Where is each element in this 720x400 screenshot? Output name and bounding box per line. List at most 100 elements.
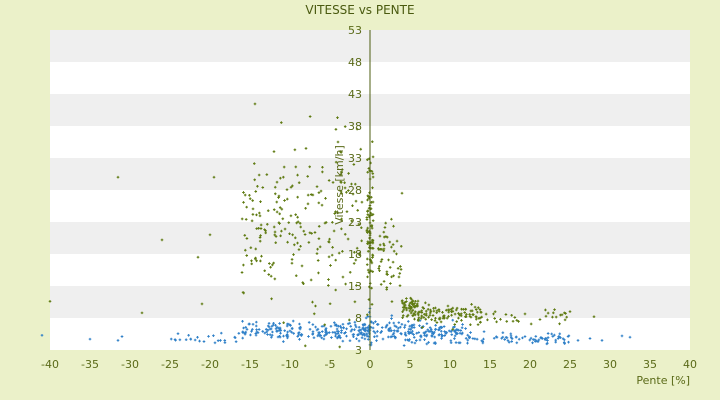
green-point — [287, 221, 291, 224]
blue-point — [289, 324, 292, 327]
green-point — [306, 202, 310, 206]
blue-point — [353, 328, 356, 331]
blue-point — [425, 322, 429, 325]
green-point — [366, 231, 369, 234]
green-point — [387, 258, 390, 262]
green-point — [333, 212, 337, 215]
green-point — [563, 311, 566, 315]
green-point — [294, 213, 297, 216]
blue-point — [567, 334, 571, 338]
blue-point — [276, 335, 280, 339]
green-point — [283, 227, 287, 231]
green-point — [382, 280, 386, 283]
blue-point — [286, 330, 289, 334]
green-point — [405, 297, 408, 300]
blue-point — [216, 339, 220, 342]
blue-point — [545, 342, 549, 346]
blue-point — [350, 328, 354, 331]
green-point — [455, 306, 459, 310]
blue-point — [354, 325, 358, 329]
green-point — [458, 313, 461, 317]
blue-point — [336, 336, 340, 339]
green-point — [266, 209, 270, 213]
green-point — [370, 261, 374, 265]
blue-point — [311, 323, 315, 326]
green-point — [294, 165, 298, 169]
blue-point — [466, 333, 470, 337]
green-point — [290, 261, 294, 265]
blue-point — [275, 329, 278, 333]
green-point — [405, 315, 409, 318]
green-point — [417, 316, 421, 320]
blue-point — [392, 321, 396, 325]
green-point — [355, 127, 359, 131]
y-tick-label: 48 — [348, 56, 362, 69]
green-point — [272, 150, 276, 153]
blue-point — [456, 332, 459, 335]
green-point — [396, 267, 400, 270]
blue-point — [390, 317, 393, 320]
blue-point — [335, 324, 339, 328]
blue-point — [438, 328, 441, 331]
green-point — [352, 163, 356, 166]
blue-point — [528, 338, 532, 342]
green-point — [310, 232, 313, 235]
green-point — [240, 217, 244, 221]
blue-point — [546, 336, 550, 339]
green-point — [345, 210, 349, 213]
green-point — [334, 210, 337, 213]
blue-point — [534, 335, 538, 338]
blue-point — [372, 330, 376, 333]
green-point — [245, 237, 249, 240]
green-point — [377, 247, 380, 250]
green-point — [273, 230, 277, 234]
green-point — [463, 311, 467, 314]
blue-point — [266, 328, 270, 332]
blue-point — [358, 331, 362, 335]
blue-point — [426, 328, 430, 332]
blue-point — [373, 331, 377, 335]
blue-point — [278, 322, 281, 325]
blue-point — [321, 330, 324, 333]
blue-point — [494, 335, 498, 339]
green-point — [484, 312, 488, 316]
green-point — [279, 176, 282, 180]
blue-point — [404, 333, 407, 336]
green-point — [402, 302, 406, 305]
green-point — [296, 173, 299, 177]
blue-point — [290, 330, 293, 334]
green-point — [357, 222, 361, 226]
green-point — [499, 318, 502, 321]
green-point — [269, 274, 273, 278]
green-point — [412, 312, 416, 315]
blue-point — [364, 316, 368, 320]
green-point — [251, 213, 255, 216]
green-point — [311, 300, 314, 304]
blue-point — [521, 336, 524, 340]
chart-title: VITESSE vs PENTE — [305, 3, 414, 17]
blue-point — [454, 341, 458, 344]
green-point — [360, 239, 363, 243]
green-point — [278, 212, 281, 216]
green-point — [479, 320, 482, 324]
blue-point — [415, 331, 419, 335]
blue-point — [541, 337, 544, 340]
green-point — [301, 281, 305, 284]
green-point — [426, 307, 430, 311]
green-point — [327, 255, 331, 259]
green-point — [451, 306, 455, 310]
blue-point — [434, 328, 437, 331]
green-point — [274, 241, 278, 244]
green-point — [459, 314, 463, 318]
green-point — [244, 218, 248, 221]
blue-point — [340, 329, 343, 332]
blue-point — [316, 334, 320, 338]
blue-point — [393, 324, 397, 328]
green-point — [410, 297, 413, 301]
green-point — [327, 284, 330, 287]
blue-point — [407, 330, 410, 333]
green-point — [432, 307, 435, 310]
blue-point — [428, 326, 432, 329]
green-point — [289, 214, 293, 218]
green-point — [424, 309, 428, 313]
